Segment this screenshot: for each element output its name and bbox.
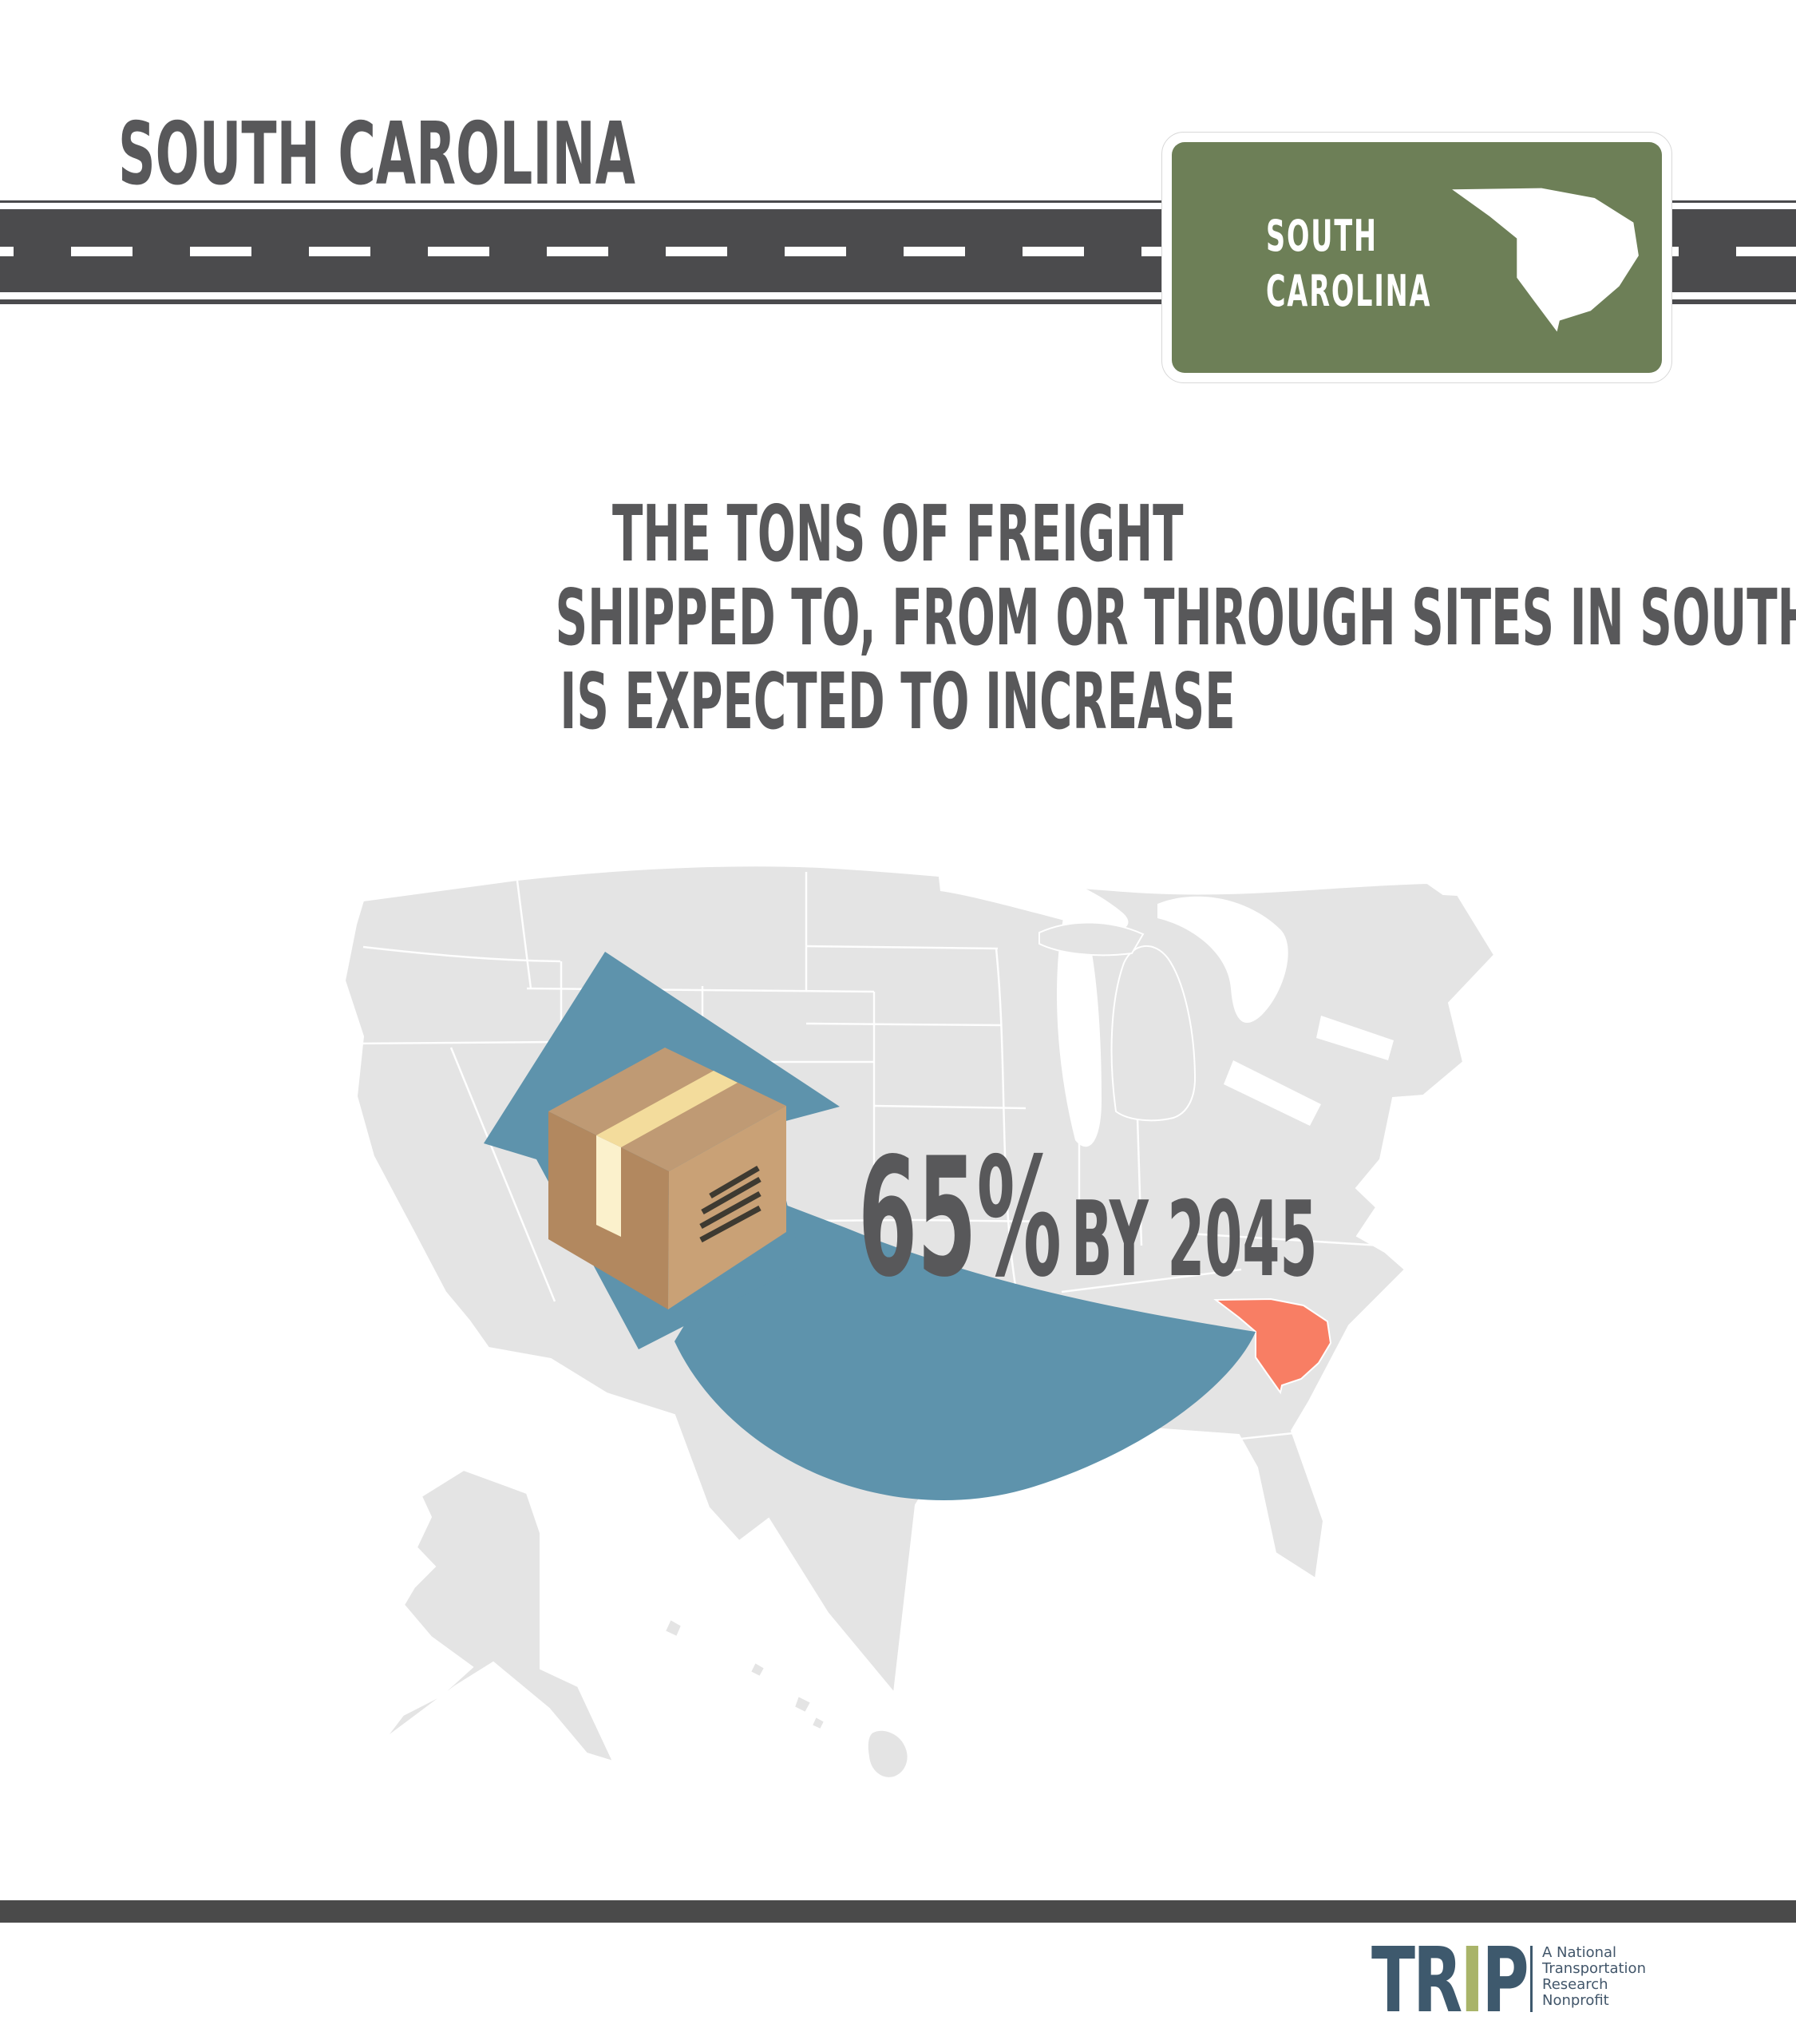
road-edge-line-top bbox=[0, 200, 1796, 203]
tagline-line-2: Transportation bbox=[1542, 1960, 1646, 1977]
stat-value: 65% bbox=[858, 1123, 1062, 1313]
headline: THE TONS OF FREIGHT SHIPPED TO, FROM OR … bbox=[0, 492, 1796, 743]
highway-sign: SOUTH CAROLINA bbox=[1161, 132, 1672, 383]
sign-line-1: SOUTH bbox=[1266, 211, 1378, 261]
michigan-shape bbox=[1038, 921, 1197, 1122]
alaska-shape bbox=[385, 1468, 615, 1763]
headline-line-2: SHIPPED TO, FROM OR THROUGH SITES IN SOU… bbox=[555, 572, 1796, 663]
logo-tagline: A National Transportation Research Nonpr… bbox=[1542, 1945, 1646, 2009]
package-label-lines bbox=[699, 1165, 762, 1243]
page-title: SOUTH CAROLINA bbox=[118, 105, 635, 204]
trip-logo-tr: TR bbox=[1371, 1929, 1462, 2033]
trip-logo: TRIP bbox=[1371, 1936, 1529, 2026]
trip-logo-p: P bbox=[1482, 1929, 1529, 2033]
hawaii-shape bbox=[663, 1618, 909, 1779]
south-carolina-highlight bbox=[1213, 1297, 1332, 1395]
road-edge-line-bottom bbox=[0, 299, 1796, 304]
tagline-line-3: Research bbox=[1542, 1976, 1608, 1993]
freight-package-icon bbox=[548, 1048, 786, 1309]
south-carolina-icon bbox=[1452, 188, 1639, 332]
trip-logo-i: I bbox=[1460, 1929, 1484, 2033]
great-lakes bbox=[938, 866, 1394, 1147]
headline-line-1: THE TONS OF FREIGHT bbox=[612, 489, 1184, 579]
footer-bar bbox=[0, 1900, 1796, 1923]
highway-sign-label: SOUTH CAROLINA bbox=[1266, 208, 1431, 319]
headline-line-3: IS EXPECTED TO INCREASE bbox=[560, 656, 1236, 747]
tagline-line-4: Nonprofit bbox=[1542, 1992, 1609, 2009]
logo-divider bbox=[1530, 1946, 1533, 2012]
stat-suffix: BY 2045 bbox=[1071, 1178, 1318, 1300]
tagline-line-1: A National bbox=[1542, 1944, 1617, 1961]
sign-line-2: CAROLINA bbox=[1266, 266, 1432, 316]
